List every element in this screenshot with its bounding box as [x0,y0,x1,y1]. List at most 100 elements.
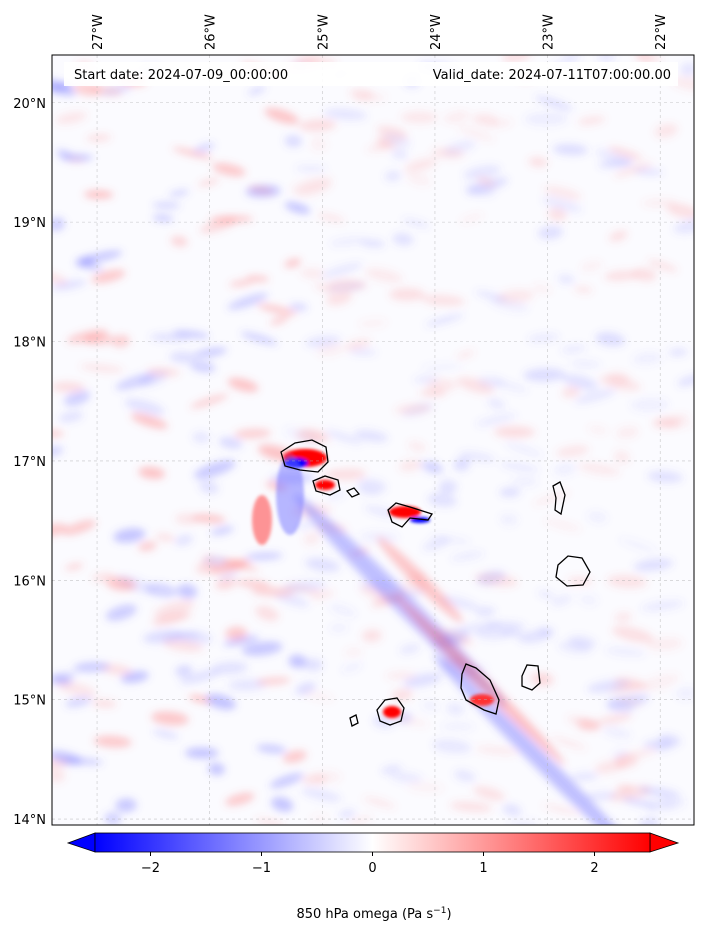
field-cell [327,282,366,292]
field-cell [66,329,108,344]
field-cell [146,583,177,598]
lat-tick-label: 14°N [13,813,46,828]
field-cell [639,816,660,825]
field-cell [489,297,529,312]
field-cell [301,787,342,802]
field-cell [198,178,220,187]
field-cell [399,459,422,472]
colorbar-gradient [94,832,651,853]
field-cell [640,600,685,612]
field-cell [256,744,287,754]
field-cell [86,134,112,142]
field-cell [528,156,548,168]
field-cell [304,557,340,573]
field-cell [255,605,279,622]
field-cell [584,791,617,801]
field-cell [205,693,236,710]
field-cell [475,413,517,427]
colorbar-tick-label: −2 [141,861,160,876]
map-frame [51,54,695,826]
lat-tick-label: 15°N [13,694,46,709]
field-cell [329,624,348,632]
island-sao-vicente [312,475,341,496]
field-cell [175,665,193,677]
field-cell [359,531,399,543]
field-cell [170,235,188,247]
field-cell [75,256,95,268]
field-cell [641,198,677,207]
island-santo-antao [280,439,329,473]
field-cell [349,348,377,356]
field-cell [436,485,454,495]
field-cell [172,330,210,339]
field-cell [55,111,87,125]
field-cell [658,798,676,809]
field-cell [485,621,526,629]
field-cell [269,773,304,789]
field-cell [111,334,130,348]
lat-tick-label: 16°N [13,574,46,589]
field-cell [105,604,137,621]
field-cell [389,771,423,783]
field-cell [348,815,373,825]
colorbar-extend-high [649,832,680,853]
field-cell [169,351,197,364]
field-cell [445,702,465,716]
field-cell [326,291,353,306]
field-cell [511,476,538,487]
field-cell [175,513,199,525]
field-cell [130,413,168,429]
field-cell [459,451,496,463]
island-santiago [460,663,500,715]
field-cell [282,750,307,763]
field-cell [473,627,508,640]
field-cell [192,431,210,444]
field-cell [604,647,646,657]
field-cell [190,393,229,409]
field-streak [395,595,565,765]
field-cell [155,533,175,542]
field-cell [425,313,464,327]
field-cell [198,480,219,494]
field-cell [602,726,632,740]
field-cell [463,165,501,180]
field-cell [543,185,582,200]
field-cell [456,377,495,394]
field-cell [504,442,543,457]
field-cell [113,528,146,543]
field-cell [450,551,485,561]
field-cell [606,574,648,589]
field-cell [633,558,674,572]
field-cell [440,595,480,611]
field-cell [553,462,576,476]
field-cell [199,217,237,234]
field-cell [120,671,149,683]
field-cell [357,318,388,328]
field-cell [476,570,506,585]
omega-field [52,55,694,825]
field-cell [364,267,403,283]
latitude-ticks: 20°N 19°N 18°N 17°N 16°N 15°N 14°N [13,97,46,828]
field-cell [616,426,639,439]
field-cell [680,62,694,77]
field-cell [475,607,496,617]
field-cell [429,535,471,544]
colorbar: −2 −1 0 1 2 850 hPa omega (Pa s−1) [66,832,680,922]
field-cell [614,754,638,768]
field-cell [303,532,320,546]
field-cell [527,333,560,343]
field-cell [402,402,435,418]
field-cell [294,165,327,173]
field-cell [338,809,356,819]
field-cell [153,599,195,619]
field-cell [52,523,68,537]
field-cell [184,747,219,759]
field-cell [677,374,694,387]
field-cell [83,190,114,199]
field-cell [556,445,590,458]
field-cell [596,713,633,725]
field-cell [363,796,396,809]
field-cell [666,203,694,219]
field-cell [668,348,688,357]
island-sal [552,481,566,516]
